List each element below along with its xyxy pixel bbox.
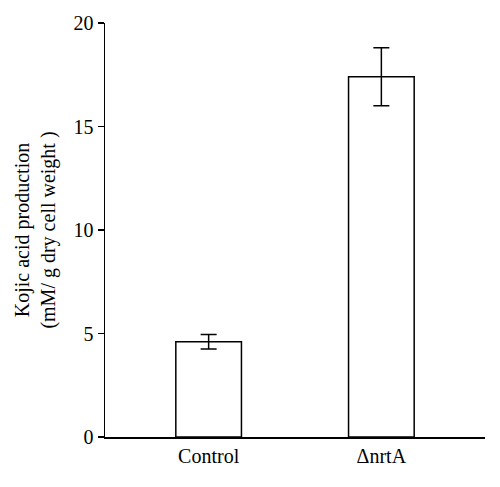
svg-text:5: 5	[84, 323, 94, 345]
svg-text:Control: Control	[178, 445, 240, 467]
svg-text:10: 10	[74, 219, 94, 241]
svg-text:15: 15	[74, 116, 94, 138]
svg-text:Kojic acid production(mM/ g dr: Kojic acid production(mM/ g dry cell wei…	[11, 131, 60, 328]
svg-text:20: 20	[74, 12, 94, 34]
svg-text:ΔnrtA: ΔnrtA	[357, 445, 407, 467]
svg-text:0: 0	[84, 426, 94, 448]
